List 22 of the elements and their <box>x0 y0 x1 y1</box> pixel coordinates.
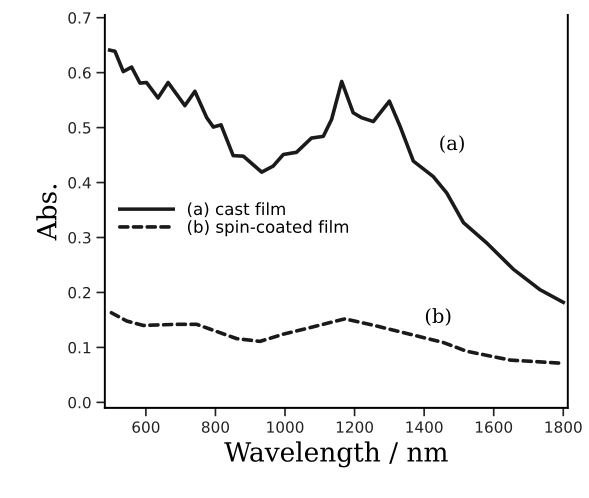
y-tick-label: 0.1 <box>68 342 90 354</box>
x-tick-label: 1000 <box>267 421 304 433</box>
y-axis-title: Abs. <box>36 184 57 240</box>
x-tick-label: 1200 <box>336 421 374 433</box>
x-tick-label: 1400 <box>406 421 443 433</box>
y-tick-label: 0.6 <box>68 67 91 79</box>
y-tick-label: 0.5 <box>68 122 90 134</box>
y-tick-label: 0.0 <box>68 396 91 408</box>
y-tick-label: 0.2 <box>68 286 90 298</box>
legend-label: (b) spin-coated film <box>188 220 348 236</box>
y-tick-label: 0.4 <box>68 177 91 189</box>
y-tick-label: 0.7 <box>68 12 90 24</box>
line-series <box>108 48 566 304</box>
legend-label: (a) cast film <box>188 202 285 218</box>
x-tick-label: 600 <box>132 421 160 433</box>
x-tick-label: 800 <box>202 421 230 433</box>
y-tick-label: 0.3 <box>68 232 90 244</box>
annotation: (b) <box>426 308 450 326</box>
annotation: (a) <box>440 135 464 153</box>
x-axis-title: Wavelength / nm <box>224 441 448 468</box>
x-tick-label: 1800 <box>546 421 582 433</box>
x-tick-label: 1600 <box>476 421 512 433</box>
